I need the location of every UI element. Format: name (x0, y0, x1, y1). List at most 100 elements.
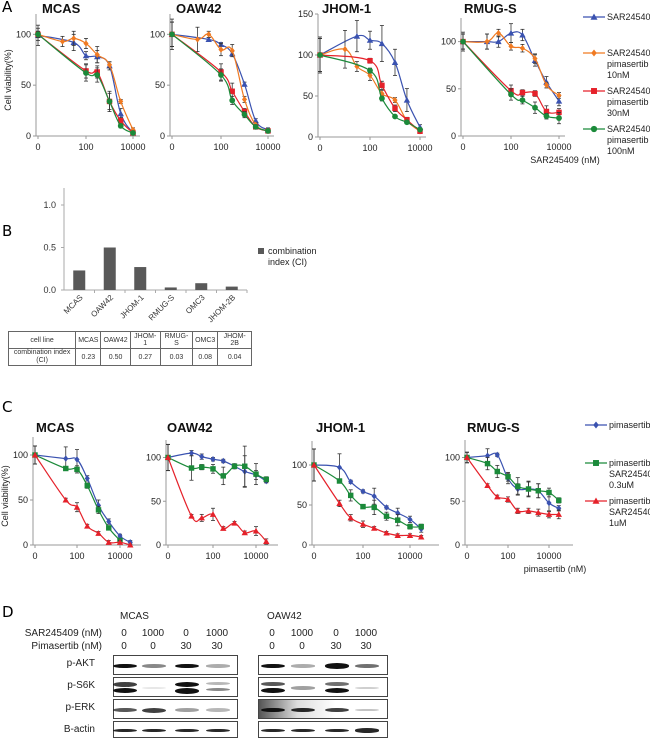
legend-marker (583, 88, 605, 94)
data-point (229, 47, 235, 54)
panel-b-combination-index-bar-chart: 0.0 0.5 1.0 MCAS OAW42 JHOM-1 RMUG-S OMC3 JHOM-2… (43, 188, 248, 324)
y-tick-label: 0 (160, 131, 165, 141)
y-tick-label: 50 (151, 496, 161, 506)
data-point (198, 514, 205, 521)
legend-marker-glyph (593, 421, 599, 429)
protein-band (142, 707, 166, 713)
x-tick-label: JHOM-2B (206, 293, 237, 324)
blot-strip-p-erk (258, 699, 388, 719)
data-point (84, 482, 90, 489)
y-tick-label: 100 (150, 29, 165, 39)
subplot-jhom-1: JHOM-1 0 50 100 0 100 10000 (292, 420, 439, 561)
y-tick-label: 0 (451, 131, 456, 141)
data-point (484, 452, 491, 459)
series-2 (35, 30, 136, 136)
protein-band (113, 663, 137, 669)
x-tick-label: 10000 (107, 551, 132, 561)
y-tick-label: 50 (446, 84, 456, 94)
legend-marker-glyph (590, 125, 598, 133)
data-point (205, 36, 212, 42)
data-point (418, 523, 424, 530)
data-point (383, 513, 390, 519)
bar-jhom-2b (225, 286, 238, 290)
blot-label-p-s6k: p-S6K (67, 680, 95, 691)
table-cell: OAW42 (100, 331, 131, 349)
data-point (507, 29, 515, 36)
table-cell: JHOM-1 (129, 331, 161, 349)
pimasertib-dose-value: 30 (360, 641, 372, 652)
data-point (463, 454, 471, 461)
data-point (407, 516, 413, 523)
x-tick-label: 10000 (255, 142, 280, 152)
x-tick-label: RMUG-S (147, 293, 176, 322)
y-tick-label: 100 (441, 37, 456, 47)
y-tick-label: 0 (23, 540, 28, 550)
series-line (167, 456, 267, 480)
bar-oaw42 (103, 247, 116, 290)
data-point (71, 35, 77, 42)
blot-label-p-erk: p-ERK (65, 702, 95, 713)
data-point (106, 98, 113, 105)
data-point (106, 525, 112, 531)
blot-strip-p-erk (113, 699, 238, 719)
table-cell: 0.08 (192, 348, 219, 366)
legend-marker (583, 125, 605, 133)
table-row: combination index (CI) 0.23 0.50 0.27 0.… (7, 348, 252, 366)
data-point (74, 456, 80, 463)
data-point (495, 38, 502, 45)
data-point (164, 454, 172, 461)
data-point (263, 538, 270, 545)
subplot-mcas: MCAS 0 50 100 0 100 10000 Cell viability(%) (3, 1, 146, 152)
data-point (252, 527, 260, 534)
data-point (94, 51, 100, 58)
protein-band (261, 707, 285, 713)
data-point (494, 468, 501, 475)
subplot-jhom-1: JHOM-1 0 50 100 150 0 100 10000 (298, 1, 433, 153)
table-cell: 0.50 (100, 348, 131, 366)
data-point (117, 110, 124, 117)
data-point (210, 456, 216, 463)
data-point (95, 507, 102, 513)
data-point (31, 451, 39, 458)
series-2 (463, 451, 562, 520)
x-tick-label: 0 (32, 551, 37, 561)
data-point (336, 464, 343, 471)
data-point (241, 529, 248, 536)
x-tick-label: 0 (169, 142, 174, 152)
protein-band (325, 682, 349, 686)
y-axis-label: Cell viability(%) (3, 49, 13, 111)
data-point (546, 489, 552, 496)
data-point (394, 532, 401, 538)
pimasertib-dose-value: 30 (180, 641, 192, 652)
x-tick-label: 100 (503, 142, 518, 152)
y-tick-label: 0.0 (43, 285, 56, 295)
data-point (392, 96, 398, 104)
data-point (127, 541, 134, 548)
y-tick-label: 1.0 (43, 200, 56, 210)
subplot-title: MCAS (42, 1, 81, 16)
data-point (73, 504, 81, 510)
data-point (360, 488, 366, 495)
subplot-title: JHOM-1 (322, 1, 371, 16)
row-header-pimasertib: Pimasertib (nM) (31, 641, 102, 652)
sar-dose-value: 1000 (354, 628, 378, 639)
y-tick-label: 100 (146, 453, 161, 463)
bar-omc3 (195, 283, 208, 290)
protein-band (206, 708, 230, 712)
data-point (117, 118, 124, 124)
legend-item: SAR245409+ pimasertib 30nM (583, 86, 650, 119)
y-tick-label: 0 (26, 131, 31, 141)
pimasertib-dose-value: 0 (121, 641, 127, 652)
data-point (105, 539, 112, 545)
x-tick-label: 10000 (243, 551, 268, 561)
table-header-row: cell line MCAS OAW42 JHOM-1 RMUG-S OMC3 … (7, 331, 252, 349)
x-tick-label: 100 (78, 142, 93, 152)
data-point (367, 72, 373, 79)
legend-marker (585, 497, 607, 504)
data-point (336, 500, 343, 506)
data-point (199, 453, 205, 460)
subplot-title: RMUG-S (464, 1, 517, 16)
table-cell: OMC3 (192, 331, 219, 349)
table-cell: combination index (CI) (7, 348, 77, 366)
